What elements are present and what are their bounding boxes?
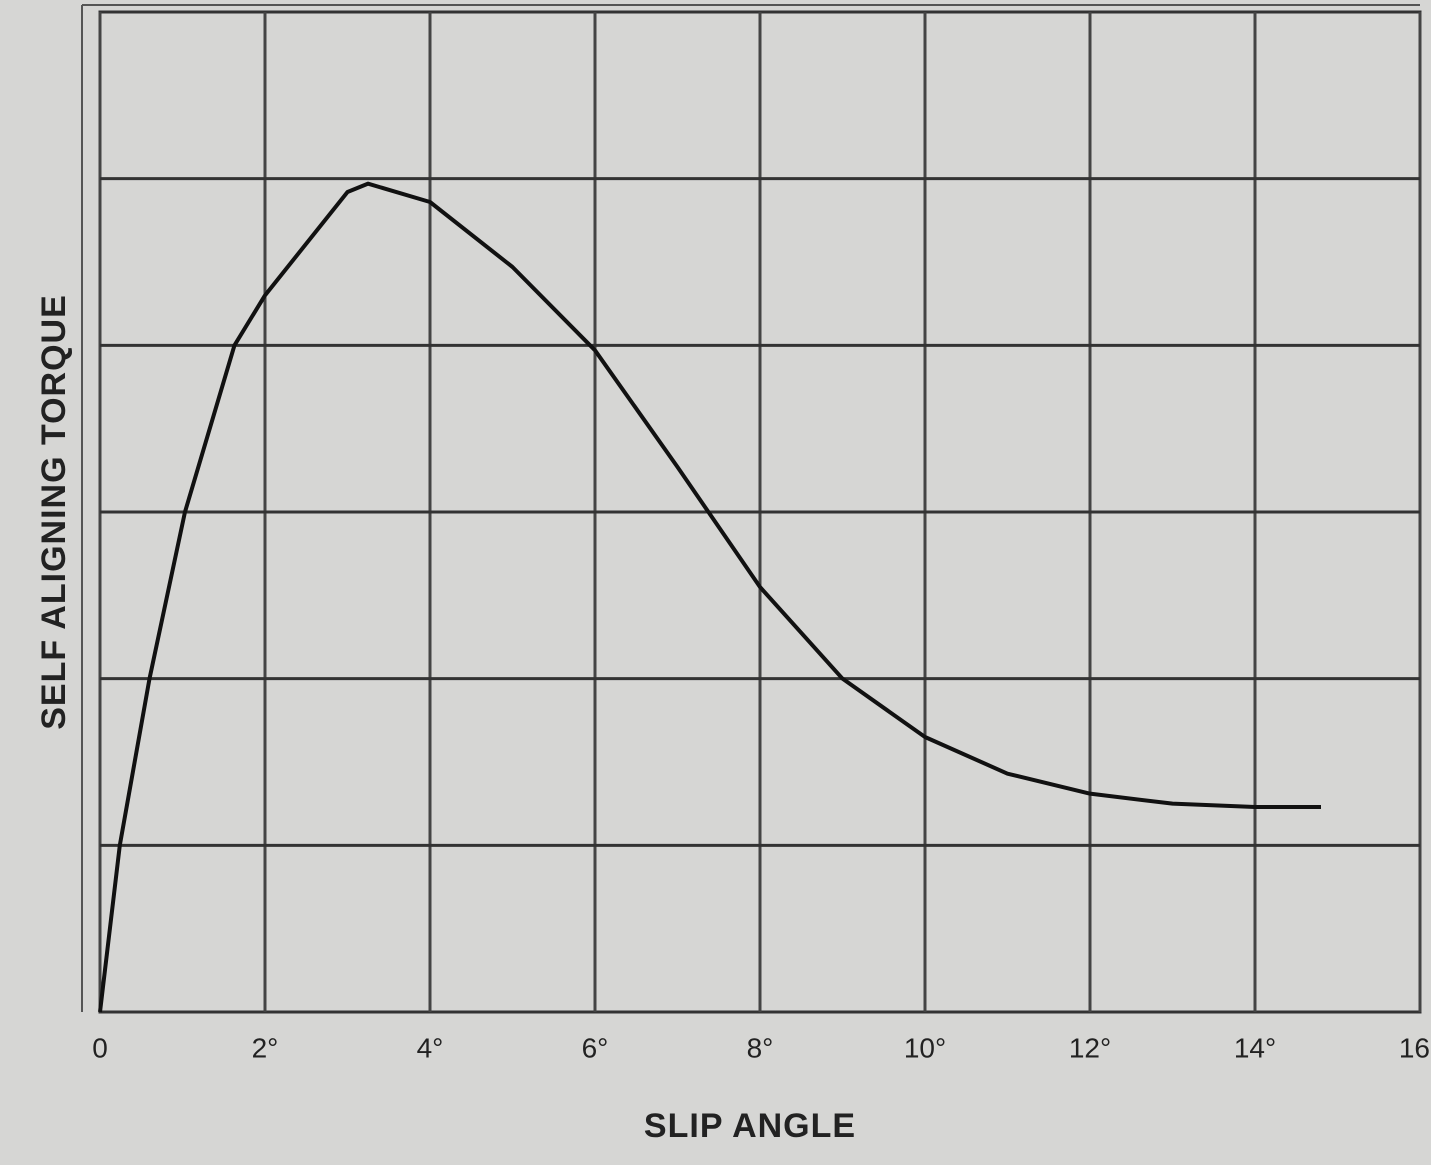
- x-tick-label: 12°: [1069, 1032, 1111, 1063]
- data-line: [98, 181, 1321, 1013]
- x-tick-label: 16°: [1399, 1032, 1431, 1063]
- x-tick-label: 10°: [904, 1032, 946, 1063]
- x-tick-label: 4°: [417, 1032, 444, 1063]
- x-tick-label: 14°: [1234, 1032, 1276, 1063]
- x-tick-label: 8°: [747, 1032, 774, 1063]
- x-tick-label: 6°: [582, 1032, 609, 1063]
- y-axis-label: SELF ALIGNING TORQUE: [35, 294, 73, 730]
- x-tick-label: 2°: [252, 1032, 279, 1063]
- x-tick-label: 0: [92, 1032, 108, 1063]
- x-axis-label: SLIP ANGLE: [644, 1107, 856, 1145]
